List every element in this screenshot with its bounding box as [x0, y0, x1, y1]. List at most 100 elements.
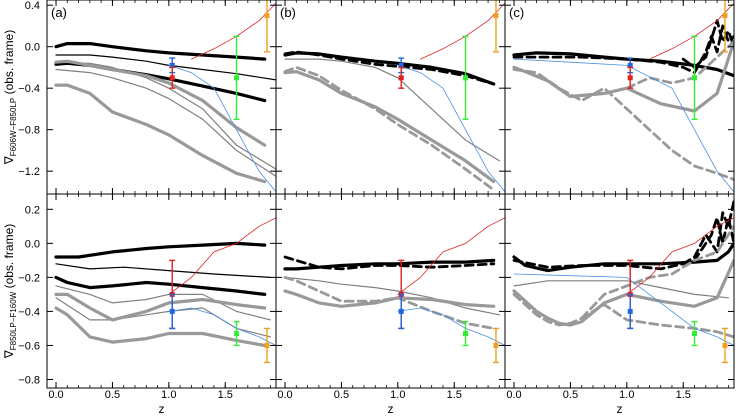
series-line-dashed_black-1	[283, 50, 496, 86]
x-tick-label: 0.0	[48, 389, 63, 401]
y-tick-label: −1.2	[18, 166, 40, 178]
y-tick-label: 0.0	[25, 238, 40, 250]
series-line-blue-8	[168, 307, 276, 346]
y-axis-label: ∇F850LP−F160W (obs. frame)	[2, 224, 18, 360]
x-tick-label: 1.5	[218, 389, 233, 401]
series-line-thin_gray-2	[284, 58, 500, 162]
y-axis-label-unit: (obs. frame)	[2, 30, 16, 98]
panel-label: (b)	[280, 5, 296, 20]
series-line-red-7	[168, 217, 276, 295]
data-point-green	[692, 331, 698, 337]
data-point-blue	[398, 62, 404, 68]
series-line-red-5	[397, 217, 505, 295]
series-line-thick_black-1	[54, 275, 267, 296]
panel-frame	[275, 193, 506, 389]
series-line-thick_black-0	[54, 41, 267, 61]
series-line-thin_gray-3	[513, 280, 730, 299]
x-axis-label: z	[159, 402, 165, 415]
series-line-thick_black-0	[512, 241, 734, 273]
series-line-thin_black-2	[55, 263, 271, 278]
data-point-orange	[722, 13, 728, 19]
y-axis-label-main: ∇	[2, 155, 16, 165]
panel-frame	[504, 0, 735, 195]
y-axis-label-sub: F850LP−F160W	[9, 291, 18, 350]
y-axis-label-unit: (obs. frame)	[2, 224, 16, 292]
series-line-dashed_black-2	[681, 199, 734, 266]
y-tick-label: −0.8	[18, 125, 40, 137]
data-point-green	[234, 75, 240, 81]
data-point-red	[169, 75, 175, 81]
data-point-green	[234, 331, 240, 337]
x-tick-label: 1.0	[161, 389, 176, 401]
data-point-orange	[264, 342, 270, 348]
series-line-blue-7	[513, 58, 734, 193]
x-tick-label: 1.5	[447, 389, 462, 401]
series-line-dashed_gray-5	[625, 40, 734, 90]
series-line-thick_gray-3	[283, 69, 496, 184]
series-line-thin_gray-4	[55, 68, 276, 177]
panel-0-0-series	[54, 0, 276, 193]
y-axis-label-sub: F606W−F850LP	[9, 98, 18, 156]
series-line-thick_gray-4	[512, 258, 734, 327]
series-line-thick_black-0	[283, 258, 496, 271]
x-tick-label: 0.0	[277, 389, 292, 401]
series-line-thick_gray-5	[54, 59, 267, 147]
panel-frame	[46, 0, 277, 195]
series-line-thin_gray-3	[55, 61, 276, 170]
series-line-blue-6	[397, 65, 505, 193]
series-line-thick_gray-6	[54, 83, 267, 184]
x-tick-label: 1.0	[619, 389, 634, 401]
y-tick-label: −0.8	[18, 374, 40, 386]
series-line-thin_black-2	[55, 54, 276, 81]
panel-0-2-series	[512, 0, 734, 193]
data-point-orange	[493, 342, 499, 348]
data-point-blue	[627, 308, 633, 314]
x-tick-label: 0.0	[506, 389, 521, 401]
y-tick-label: −0.4	[18, 83, 40, 95]
x-axis-label: z	[617, 402, 623, 415]
panel-label: (a)	[51, 5, 67, 20]
series-line-blue-8	[513, 273, 734, 346]
series-line-red-7	[626, 217, 734, 295]
series-line-blue-6	[397, 307, 505, 346]
data-point-green	[463, 75, 469, 81]
data-point-orange	[493, 13, 499, 19]
series-line-dashed_black-1	[283, 255, 496, 271]
panel-1-0-series	[54, 217, 276, 364]
y-tick-label: −0.6	[18, 340, 40, 352]
panel-frame	[504, 193, 735, 389]
data-point-blue	[169, 308, 175, 314]
data-point-orange	[722, 342, 728, 348]
panel-1-1-series	[283, 217, 505, 364]
series-line-dashed_gray-4	[283, 275, 496, 330]
x-tick-label: 0.5	[105, 389, 120, 401]
data-point-green	[692, 75, 698, 81]
data-point-red	[398, 75, 404, 81]
data-point-green	[463, 331, 469, 337]
data-point-blue	[627, 62, 633, 68]
series-line-thick_black-0	[54, 241, 267, 259]
data-point-blue	[398, 308, 404, 314]
y-axis-label-main: ∇	[2, 349, 16, 359]
y-tick-label: 0.4	[25, 0, 40, 12]
panel-1-2-series	[512, 199, 734, 364]
panel-label: (c)	[509, 5, 524, 20]
series-line-dashed_gray-4	[283, 66, 496, 192]
y-tick-label: −0.4	[18, 306, 40, 318]
y-tick-label: −0.2	[18, 272, 40, 284]
y-axis-label: ∇F606W−F850LP (obs. frame)	[2, 30, 18, 166]
series-line-thick_gray-5	[54, 292, 267, 322]
x-tick-label: 0.5	[563, 389, 578, 401]
x-tick-label: 1.0	[390, 389, 405, 401]
y-tick-label: 0.0	[25, 42, 40, 54]
data-point-red	[627, 75, 633, 81]
x-tick-label: 1.5	[676, 389, 691, 401]
series-line-thick_gray-3	[512, 39, 734, 113]
series-line-dashed_gray-4	[512, 68, 734, 181]
series-line-thin_gray-4	[55, 285, 271, 321]
series-line-red-7	[190, 2, 276, 60]
data-point-blue	[169, 62, 175, 68]
x-axis-label: z	[388, 402, 394, 415]
